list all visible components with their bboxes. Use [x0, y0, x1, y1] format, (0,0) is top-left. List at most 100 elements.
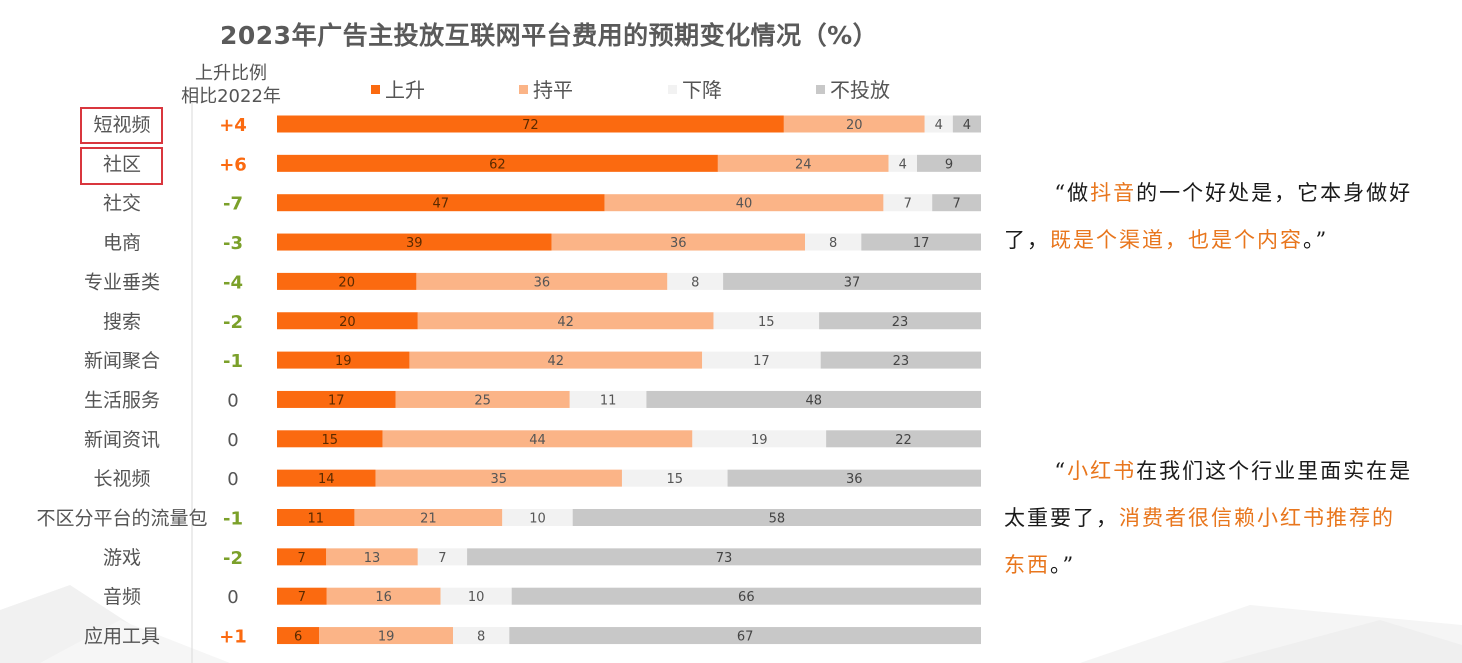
bar-value-label: 36: [534, 275, 551, 290]
bar-value-label: 36: [846, 472, 863, 487]
bar-value-label: 13: [364, 551, 381, 566]
legend-item-none: 不投放: [816, 74, 890, 103]
bar-segment-flat: [354, 509, 503, 526]
category-label: 搜索: [103, 311, 141, 333]
bar-value-label: 66: [738, 590, 755, 605]
legend-item-rise: 上升: [371, 74, 425, 103]
change-value: 0: [227, 587, 238, 608]
bar-segment-flat: [717, 154, 889, 172]
bar-value-label: 37: [844, 275, 861, 290]
quote-segment: 消费者很信赖小红书推荐的东西: [1004, 506, 1395, 577]
legend-label-none: 不投放: [830, 78, 890, 102]
category-label: 音频: [103, 586, 141, 608]
bar-segment-none: [826, 430, 981, 448]
bar-value-label: 42: [548, 354, 565, 369]
bar-segment-rise: [277, 272, 417, 290]
bar-value-label: 19: [335, 354, 352, 369]
bar-value-label: 7: [297, 551, 305, 566]
bar-value-label: 8: [477, 630, 485, 645]
bar-value-label: 47: [433, 197, 450, 212]
bar-segment-none: [727, 469, 981, 487]
bar-value-label: 4: [899, 157, 907, 172]
bar-value-label: 14: [318, 472, 335, 487]
bar-segment-flat: [409, 351, 703, 369]
quote-segment: 在我们这个行业里面实在是太重要了，: [1004, 459, 1413, 530]
bar-segment-none: [572, 509, 981, 526]
legend-label-fall: 下降: [682, 78, 722, 102]
change-value: -4: [223, 272, 243, 293]
change-value: -1: [223, 351, 243, 372]
bar-segment-fall: [621, 469, 728, 487]
bar-value-label: 7: [298, 590, 306, 605]
bar-segment-none: [509, 627, 981, 645]
change-value: 0: [227, 430, 238, 451]
highlight-box-community: [80, 147, 163, 185]
bar-value-label: 15: [666, 472, 683, 487]
bar-segment-fall: [713, 312, 820, 330]
bar-value-label: 7: [904, 197, 912, 212]
bar-segment-rise: [277, 430, 383, 448]
category-label: 社交: [103, 193, 141, 215]
bar-value-label: 23: [893, 354, 910, 369]
change-value: -2: [223, 312, 243, 333]
bar-segment-none: [917, 154, 981, 172]
bar-segment-none: [861, 233, 981, 251]
category-label: 短视频: [93, 114, 150, 136]
bar-value-label: 19: [751, 433, 768, 448]
bar-value-label: 6: [294, 630, 302, 645]
change-value: -1: [223, 509, 243, 530]
quote-xiaohongshu: “小红书在我们这个行业里面实在是太重要了，消费者很信赖小红书推荐的东西。”: [1004, 448, 1414, 589]
bar-value-label: 11: [307, 512, 324, 527]
bar-segment-none: [646, 390, 981, 408]
bar-value-label: 7: [438, 551, 446, 566]
bar-segment-none: [952, 115, 981, 133]
bar-segment-flat: [326, 587, 441, 605]
bar-segment-fall: [502, 509, 573, 526]
quote-segment: 的一个好处是，它本身做好了，: [1004, 181, 1413, 252]
legend-swatch-none: [816, 85, 825, 94]
quote-douyin: “做抖音的一个好处是，它本身做好了，既是个渠道，也是个内容。”: [1004, 170, 1414, 264]
bar-value-label: 42: [557, 315, 574, 330]
bar-value-label: 16: [375, 590, 392, 605]
bar-value-label: 17: [753, 354, 770, 369]
bar-value-label: 22: [895, 433, 912, 448]
bar-value-label: 19: [378, 630, 395, 645]
category-label: 电商: [103, 232, 141, 254]
bar-segment-fall: [569, 390, 647, 408]
bar-segment-flat: [382, 430, 693, 448]
bar-value-label: 36: [670, 236, 687, 251]
bar-segment-fall: [805, 233, 862, 251]
bar-segment-flat: [551, 233, 805, 251]
bar-segment-rise: [277, 548, 327, 566]
legend-swatch-fall: [668, 85, 677, 94]
category-label: 生活服务: [84, 389, 160, 411]
bar-value-label: 15: [758, 315, 775, 330]
bar-segment-flat: [326, 548, 418, 566]
bar-value-label: 9: [945, 157, 953, 172]
category-label: 社区: [103, 153, 141, 175]
quote-segment: 。”: [1050, 553, 1076, 577]
bar-value-label: 20: [846, 118, 863, 133]
bar-value-label: 23: [892, 315, 909, 330]
bar-value-label: 17: [913, 236, 930, 251]
bar-segment-none: [932, 194, 981, 212]
legend-item-flat: 持平: [519, 74, 573, 103]
category-label: 新闻聚合: [84, 350, 160, 372]
bar-segment-rise: [277, 233, 552, 251]
bar-value-label: 8: [691, 275, 699, 290]
bar-segment-none: [819, 312, 981, 330]
bar-segment-fall: [924, 115, 953, 133]
bar-segment-rise: [277, 627, 320, 645]
category-label: 长视频: [93, 468, 150, 490]
change-value: 0: [227, 469, 238, 490]
bar-value-label: 21: [420, 512, 437, 527]
bar-segment-rise: [277, 390, 396, 408]
change-value: +4: [219, 115, 247, 136]
category-label: 不区分平台的流量包: [36, 508, 207, 530]
bar-segment-flat: [319, 627, 453, 645]
bar-value-label: 72: [522, 118, 539, 133]
legend-label-flat: 持平: [533, 78, 573, 102]
bar-value-label: 20: [338, 275, 355, 290]
quote-segment: “: [1054, 459, 1068, 483]
